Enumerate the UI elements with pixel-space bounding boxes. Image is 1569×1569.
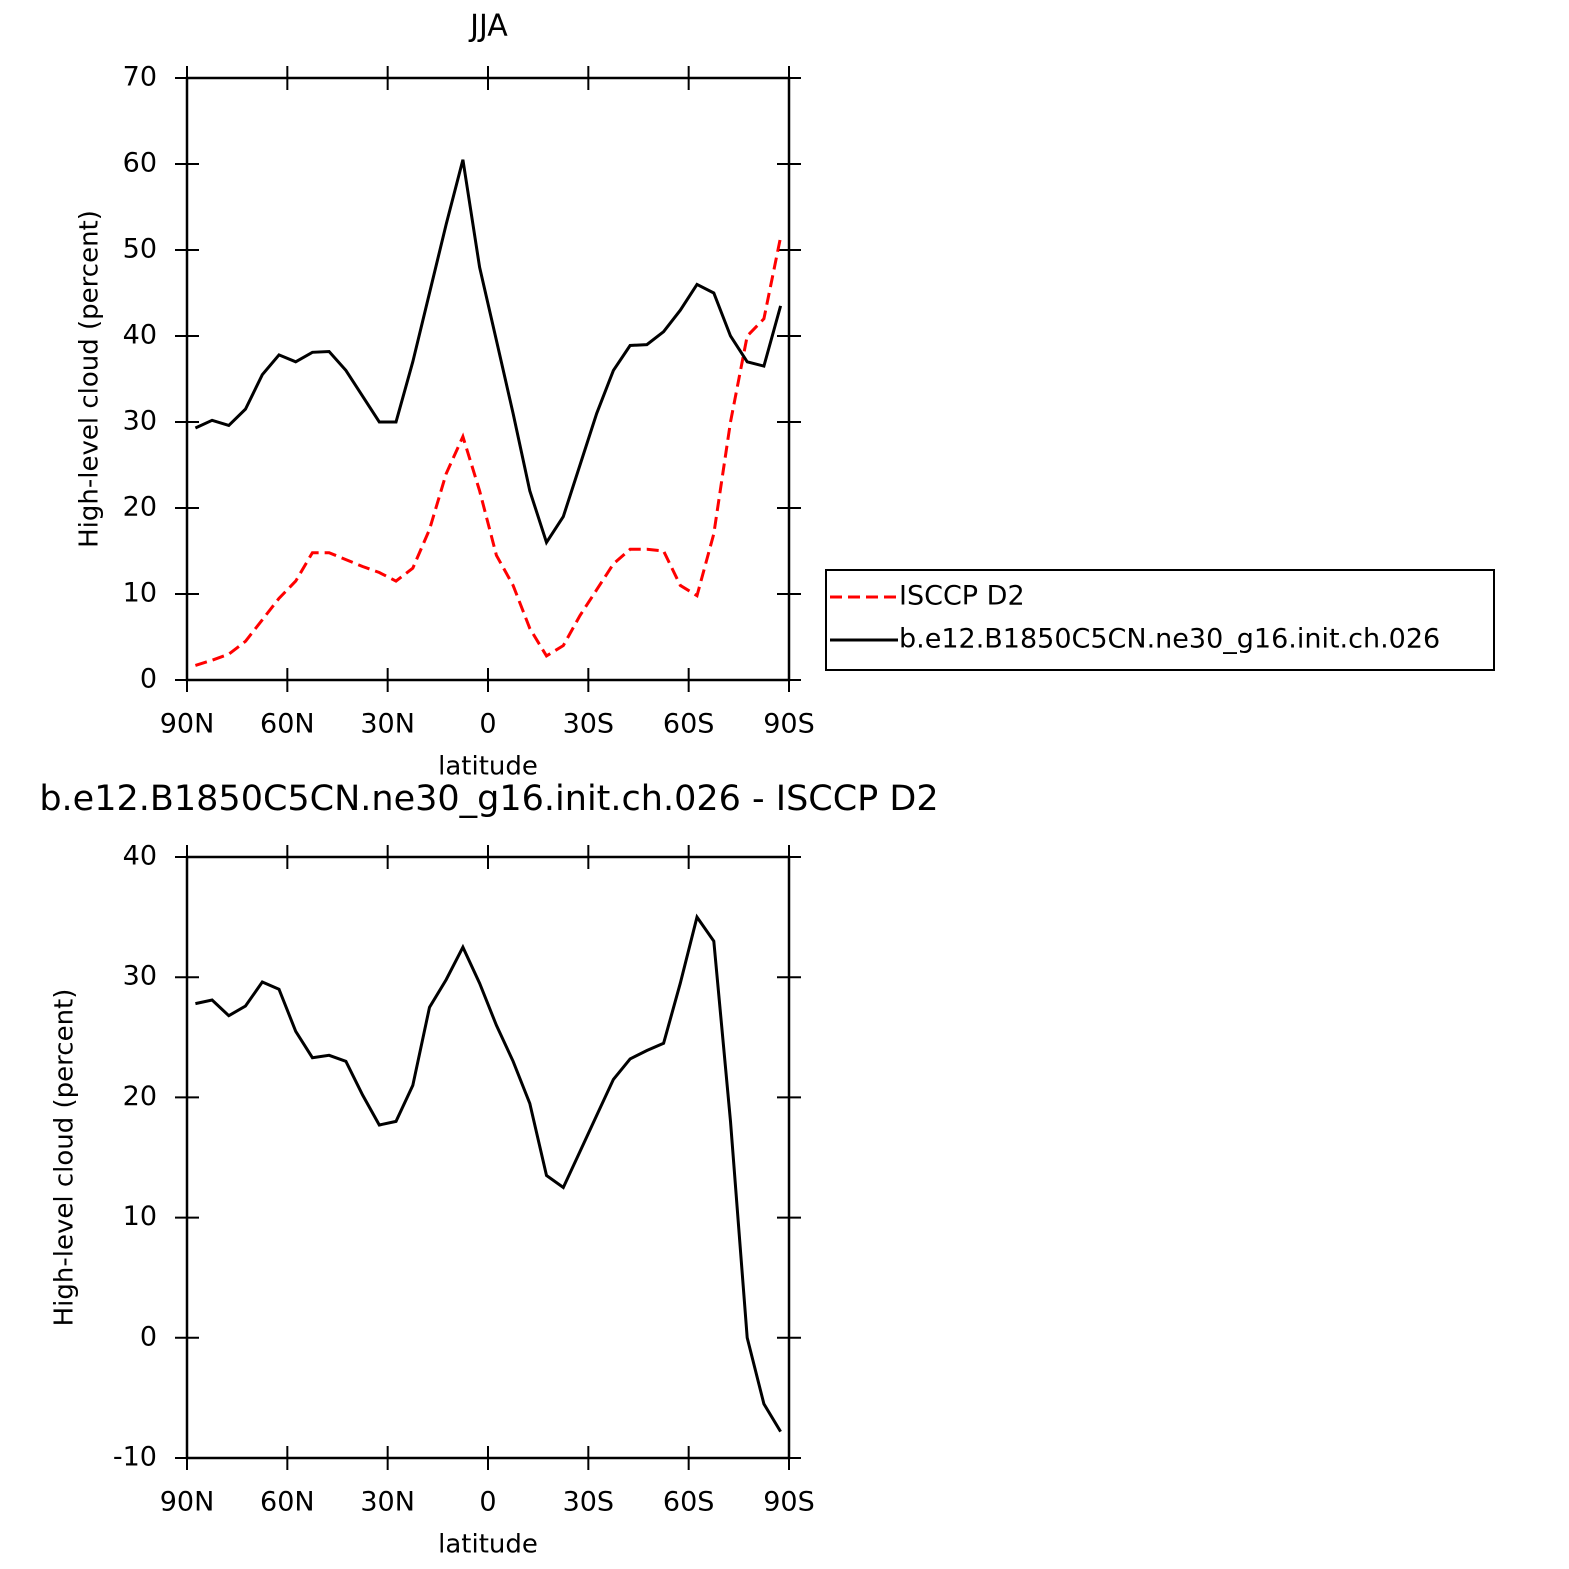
x-tick-label: 0 (479, 1487, 496, 1518)
y-tick-label: 20 (123, 1081, 157, 1112)
data-line (195, 913, 782, 1433)
data-line (194, 236, 783, 667)
data-line (194, 159, 783, 546)
x-tick-label: 30N (360, 709, 415, 740)
y-tick-label: 60 (123, 148, 157, 179)
legend-box (825, 569, 1495, 671)
y-tick-label: 10 (123, 578, 157, 609)
y-tick-label: 0 (140, 664, 157, 695)
y-tick-label: 20 (123, 492, 157, 523)
x-tick-label: 90N (160, 1487, 215, 1518)
y-tick-label: 40 (123, 320, 157, 351)
x-tick-label: 60N (260, 709, 315, 740)
y-tick-label: 30 (123, 961, 157, 992)
chart-title: JJA (468, 9, 508, 44)
x-tick-label: 30S (563, 709, 615, 740)
x-axis-label: latitude (438, 752, 538, 782)
legend-label: ISCCP D2 (899, 581, 1025, 612)
y-tick-label: 30 (123, 406, 157, 437)
y-tick-label: 70 (123, 62, 157, 93)
plot-frame (185, 855, 791, 1460)
chart-title: b.e12.B1850C5CN.ne30_g16.init.ch.026 - I… (39, 779, 938, 819)
y-tick-label: 50 (123, 234, 157, 265)
y-tick-label: 0 (140, 1321, 157, 1352)
x-tick-label: 90S (763, 1487, 815, 1518)
x-tick-label: 30N (360, 1487, 415, 1518)
x-tick-label: 60S (663, 1487, 715, 1518)
x-tick-label: 0 (479, 709, 496, 740)
legend-label: b.e12.B1850C5CN.ne30_g16.init.ch.026 (899, 624, 1440, 655)
x-axis-label: latitude (438, 1530, 538, 1560)
x-tick-label: 60S (663, 709, 715, 740)
x-tick-label: 60N (260, 1487, 315, 1518)
x-tick-label: 90S (763, 709, 815, 740)
x-tick-label: 90N (160, 709, 215, 740)
y-axis-label: High-level cloud (percent) (50, 989, 80, 1327)
x-tick-label: 30S (563, 1487, 615, 1518)
y-tick-label: 10 (123, 1201, 157, 1232)
y-tick-label: 40 (123, 841, 157, 872)
y-axis-label: High-level cloud (percent) (75, 210, 105, 548)
y-tick-label: -10 (113, 1442, 157, 1473)
